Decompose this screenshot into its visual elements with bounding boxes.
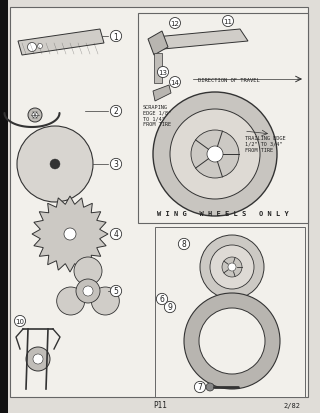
- Text: 10: 10: [15, 318, 25, 324]
- Circle shape: [228, 263, 236, 271]
- Circle shape: [28, 43, 36, 52]
- Text: 14: 14: [171, 80, 180, 86]
- Circle shape: [170, 110, 260, 199]
- Circle shape: [28, 109, 42, 123]
- Circle shape: [26, 347, 50, 371]
- Circle shape: [207, 147, 223, 163]
- Text: P11: P11: [153, 401, 167, 410]
- Text: 6: 6: [160, 295, 164, 304]
- Circle shape: [222, 257, 242, 277]
- Circle shape: [17, 127, 93, 202]
- Circle shape: [37, 44, 43, 50]
- Circle shape: [91, 287, 119, 315]
- Text: 3: 3: [114, 160, 118, 169]
- Polygon shape: [155, 30, 248, 50]
- Polygon shape: [32, 197, 108, 272]
- Text: TRAILING EDGE
1/2" TO 3/4"
FROM TIRE: TRAILING EDGE 1/2" TO 3/4" FROM TIRE: [245, 136, 286, 152]
- Text: 8: 8: [182, 240, 186, 249]
- Text: 13: 13: [158, 70, 167, 76]
- Bar: [154, 54, 162, 84]
- Circle shape: [206, 383, 214, 391]
- Circle shape: [210, 245, 254, 289]
- Circle shape: [199, 308, 265, 374]
- Polygon shape: [148, 32, 168, 56]
- Text: 9: 9: [168, 303, 172, 312]
- Circle shape: [57, 287, 85, 315]
- Text: 12: 12: [171, 21, 180, 27]
- Circle shape: [64, 228, 76, 240]
- Text: SCRAPING
EDGE 1/8"
TO 1/4"
FROM TIRE: SCRAPING EDGE 1/8" TO 1/4" FROM TIRE: [143, 105, 171, 127]
- Circle shape: [83, 286, 93, 296]
- Circle shape: [33, 354, 43, 364]
- Bar: [138, 14, 308, 223]
- Text: 2/82: 2/82: [283, 402, 300, 408]
- Bar: [155, 228, 305, 397]
- Text: 11: 11: [223, 19, 233, 25]
- Circle shape: [184, 293, 280, 389]
- Bar: [0, 0, 8, 413]
- Circle shape: [76, 279, 100, 303]
- Circle shape: [74, 257, 102, 285]
- Text: DIRECTION OF TRAVEL: DIRECTION OF TRAVEL: [198, 77, 260, 82]
- Text: 2: 2: [114, 107, 118, 116]
- Text: 4: 4: [114, 230, 118, 239]
- Circle shape: [153, 93, 277, 216]
- Circle shape: [50, 159, 60, 170]
- Circle shape: [191, 131, 239, 178]
- Text: W I N G   W H E E L S   O N L Y: W I N G W H E E L S O N L Y: [157, 211, 289, 216]
- Polygon shape: [18, 30, 104, 56]
- Polygon shape: [153, 86, 171, 102]
- Circle shape: [32, 113, 38, 119]
- Text: 1: 1: [114, 33, 118, 41]
- Text: 7: 7: [197, 382, 203, 392]
- Text: 5: 5: [114, 287, 118, 296]
- Circle shape: [200, 235, 264, 299]
